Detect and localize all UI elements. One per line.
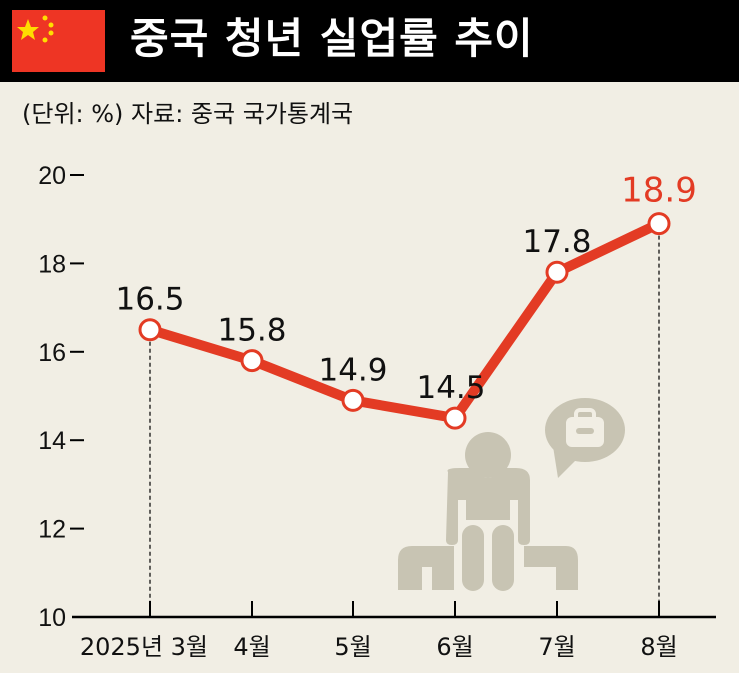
unit-source-note: (단위: %) 자료: 중국 국가통계국 [22,100,354,128]
x-tick-label: 7월 [538,633,575,661]
data-label: 18.9 [621,171,697,211]
series-line [148,219,662,424]
data-label: 14.9 [318,352,387,388]
y-tick-label: 14 [38,427,66,455]
data-point [545,260,569,284]
data-label: 15.8 [217,313,286,349]
data-point [443,406,467,430]
y-tick-label: 18 [38,250,66,278]
x-tick-label: 5월 [334,633,371,661]
y-tick-label: 20 [38,162,66,190]
x-tick-label: 4월 [233,633,270,661]
data-point [341,388,365,412]
unemployed-person-icon [398,398,625,591]
data-point [138,318,162,342]
china-flag-icon [12,10,105,72]
page-title: 중국 청년 실업률 추이 [130,14,534,63]
y-tick-label: 16 [38,339,66,367]
y-tick-label: 12 [38,516,66,544]
x-tick-label: 2025년 3월 [80,633,208,661]
data-point [240,349,264,373]
y-tick-label: 10 [38,604,66,632]
x-tick-label: 8월 [640,633,677,661]
x-tick-label: 6월 [436,633,473,661]
header: 중국 청년 실업률 추이 [0,0,739,82]
data-label: 17.8 [522,224,591,260]
data-label: 16.5 [115,282,184,318]
data-point [647,212,671,236]
data-label: 14.5 [416,370,485,406]
